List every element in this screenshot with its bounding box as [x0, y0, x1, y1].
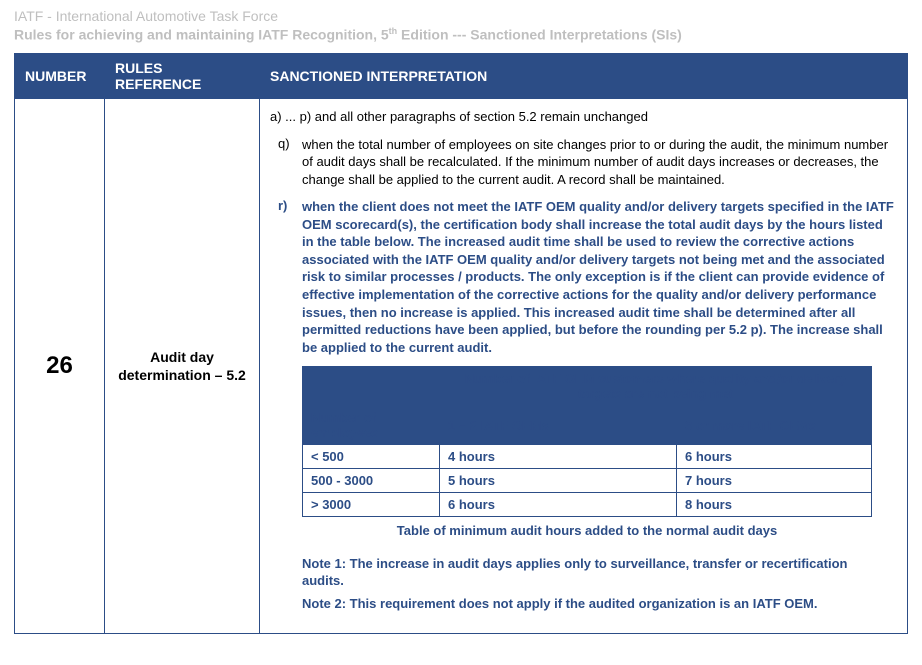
- si-table: NUMBER RULES REFERENCE SANCTIONED INTERP…: [14, 53, 908, 634]
- audit-hours-cell: 6 hours: [440, 493, 677, 517]
- audit-hours-cell: 4 hours: [440, 445, 677, 469]
- col-header-number: NUMBER: [15, 53, 105, 98]
- inner-span-header: Number of IATF OEM customers where quali…: [440, 367, 872, 406]
- table-header-row: NUMBER RULES REFERENCE SANCTIONED INTERP…: [15, 53, 908, 98]
- interpretation-item: q)when the total number of employees on …: [270, 136, 897, 189]
- audit-hours-cell: < 500: [303, 445, 440, 469]
- item-text: when the client does not meet the IATF O…: [302, 198, 897, 356]
- col-header-interpretation: SANCTIONED INTERPRETATION: [260, 53, 908, 98]
- si-number: 26: [15, 98, 105, 633]
- audit-hours-cell: 7 hours: [677, 469, 872, 493]
- item-letter: q): [270, 136, 302, 189]
- si-interpretation: a) ... p) and all other paragraphs of se…: [260, 98, 908, 633]
- note: Note 1: The increase in audit days appli…: [302, 556, 872, 590]
- item-letter: r): [270, 198, 302, 356]
- inner-table-caption: Table of minimum audit hours added to th…: [302, 523, 872, 538]
- inner-row-header: Number of employees: [303, 406, 440, 445]
- inner-col-b-header: 3 or more IATF OEMs: [677, 406, 872, 445]
- inner-col-a-header: 1 – 2 IATF OEMs: [440, 406, 677, 445]
- doc-header-org: IATF - International Automotive Task For…: [14, 8, 908, 24]
- preamble-text: a) ... p) and all other paragraphs of se…: [270, 109, 897, 124]
- audit-hours-row: > 30006 hours8 hours: [303, 493, 872, 517]
- audit-hours-cell: 8 hours: [677, 493, 872, 517]
- audit-hours-cell: > 3000: [303, 493, 440, 517]
- audit-hours-table: Number of IATF OEM customers where quali…: [302, 366, 872, 517]
- audit-hours-cell: 500 - 3000: [303, 469, 440, 493]
- inner-empty-corner: [303, 367, 440, 406]
- doc-header-title: Rules for achieving and maintaining IATF…: [14, 26, 908, 43]
- page: IATF - International Automotive Task For…: [0, 0, 922, 642]
- audit-hours-row: < 5004 hours6 hours: [303, 445, 872, 469]
- audit-hours-cell: 5 hours: [440, 469, 677, 493]
- notes: Note 1: The increase in audit days appli…: [270, 556, 897, 613]
- item-text: when the total number of employees on si…: [302, 136, 897, 189]
- si-reference: Audit day determination – 5.2: [105, 98, 260, 633]
- note: Note 2: This requirement does not apply …: [302, 596, 872, 613]
- interpretation-item: r)when the client does not meet the IATF…: [270, 198, 897, 356]
- audit-hours-row: 500 - 30005 hours7 hours: [303, 469, 872, 493]
- col-header-reference: RULES REFERENCE: [105, 53, 260, 98]
- interpretation-items: q)when the total number of employees on …: [270, 136, 897, 357]
- audit-hours-cell: 6 hours: [677, 445, 872, 469]
- si-row-26: 26 Audit day determination – 5.2 a) ... …: [15, 98, 908, 633]
